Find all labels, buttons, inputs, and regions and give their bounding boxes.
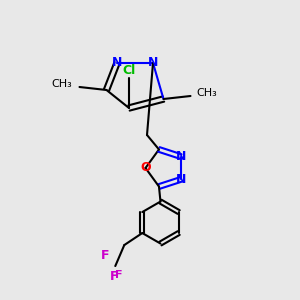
Text: N: N: [148, 56, 158, 70]
Text: F: F: [100, 249, 109, 262]
Text: CH₃: CH₃: [51, 79, 72, 89]
Text: N: N: [176, 150, 186, 163]
Text: N: N: [112, 56, 122, 70]
Text: CH₃: CH₃: [196, 88, 217, 98]
Text: O: O: [140, 161, 151, 175]
Text: F: F: [110, 270, 118, 283]
Text: N: N: [176, 173, 186, 186]
Text: Cl: Cl: [122, 64, 136, 77]
Text: F: F: [115, 270, 123, 280]
